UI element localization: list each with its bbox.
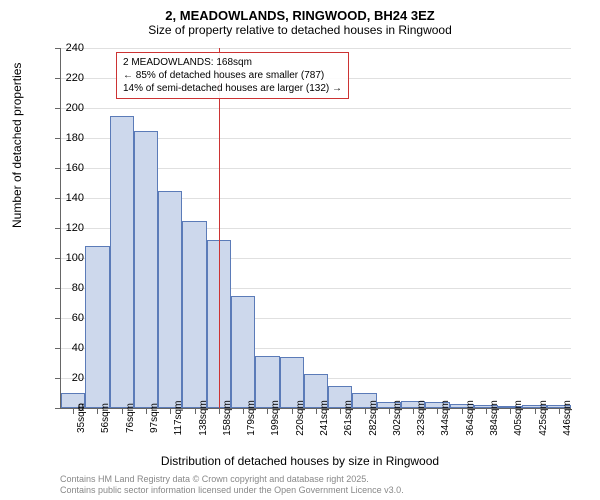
annotation-line: 2 MEADOWLANDS: 168sqm xyxy=(123,56,342,69)
x-tick-label: 220sqm xyxy=(295,400,306,436)
histogram-bar xyxy=(85,246,109,408)
x-tick-label: 282sqm xyxy=(368,400,379,436)
x-tick-label: 179sqm xyxy=(246,400,257,436)
x-tick-label: 302sqm xyxy=(392,400,403,436)
x-tick xyxy=(510,408,511,414)
x-tick xyxy=(219,408,220,414)
y-tick xyxy=(55,108,61,109)
y-tick-label: 60 xyxy=(72,312,84,324)
x-tick xyxy=(122,408,123,414)
annotation-box: 2 MEADOWLANDS: 168sqm← 85% of detached h… xyxy=(116,52,349,99)
x-tick-label: 364sqm xyxy=(465,400,476,436)
y-tick-label: 120 xyxy=(66,222,84,234)
x-tick-label: 261sqm xyxy=(343,400,354,436)
y-tick xyxy=(55,228,61,229)
marker-line xyxy=(219,48,220,408)
x-tick-label: 323sqm xyxy=(416,400,427,436)
y-tick xyxy=(55,198,61,199)
footer-copyright: Contains HM Land Registry data © Crown c… xyxy=(60,474,369,484)
x-tick-label: 446sqm xyxy=(562,400,573,436)
footer-licence: Contains public sector information licen… xyxy=(60,485,404,495)
histogram-bar xyxy=(110,116,134,409)
x-tick xyxy=(243,408,244,414)
histogram-bar xyxy=(158,191,182,409)
chart-container: 2, MEADOWLANDS, RINGWOOD, BH24 3EZ Size … xyxy=(0,0,600,500)
y-tick xyxy=(55,378,61,379)
histogram-bar xyxy=(182,221,206,409)
chart-subtitle: Size of property relative to detached ho… xyxy=(0,23,600,41)
y-tick-label: 140 xyxy=(66,192,84,204)
y-tick xyxy=(55,48,61,49)
y-tick xyxy=(55,78,61,79)
histogram-bar xyxy=(134,131,158,409)
annotation-line: 14% of semi-detached houses are larger (… xyxy=(123,82,342,95)
y-tick xyxy=(55,408,61,409)
x-tick xyxy=(365,408,366,414)
x-tick xyxy=(389,408,390,414)
x-tick xyxy=(559,408,560,414)
y-tick-label: 200 xyxy=(66,102,84,114)
x-tick xyxy=(535,408,536,414)
y-tick-label: 80 xyxy=(72,282,84,294)
x-tick xyxy=(340,408,341,414)
x-tick-label: 384sqm xyxy=(489,400,500,436)
x-tick-label: 56sqm xyxy=(100,403,111,433)
x-tick xyxy=(267,408,268,414)
grid-line xyxy=(61,108,571,109)
plot-area: 2 MEADOWLANDS: 168sqm← 85% of detached h… xyxy=(60,48,571,409)
y-tick xyxy=(55,288,61,289)
x-tick-label: 117sqm xyxy=(173,401,184,436)
y-tick-label: 20 xyxy=(72,372,84,384)
y-tick xyxy=(55,168,61,169)
y-tick xyxy=(55,318,61,319)
x-tick xyxy=(486,408,487,414)
annotation-line: ← 85% of detached houses are smaller (78… xyxy=(123,69,342,82)
x-tick xyxy=(413,408,414,414)
x-tick-label: 425sqm xyxy=(538,400,549,436)
x-tick-label: 405sqm xyxy=(513,400,524,436)
y-tick-label: 100 xyxy=(66,252,84,264)
x-tick-label: 76sqm xyxy=(125,403,136,433)
histogram-bar xyxy=(231,296,255,409)
x-axis-title: Distribution of detached houses by size … xyxy=(0,454,600,468)
x-tick xyxy=(146,408,147,414)
x-tick-label: 344sqm xyxy=(440,400,451,436)
x-tick-label: 199sqm xyxy=(270,400,281,436)
y-tick-label: 180 xyxy=(66,132,84,144)
y-axis-title: Number of detached properties xyxy=(10,63,24,228)
y-tick-label: 240 xyxy=(66,42,84,54)
x-tick xyxy=(437,408,438,414)
x-tick xyxy=(73,408,74,414)
x-tick xyxy=(462,408,463,414)
x-tick-label: 138sqm xyxy=(198,400,209,436)
x-tick xyxy=(170,408,171,414)
x-tick-label: 158sqm xyxy=(222,400,233,436)
x-tick xyxy=(97,408,98,414)
y-tick xyxy=(55,348,61,349)
x-tick xyxy=(316,408,317,414)
y-tick xyxy=(55,258,61,259)
y-tick xyxy=(55,138,61,139)
y-tick-label: 220 xyxy=(66,72,84,84)
x-tick-label: 241sqm xyxy=(319,400,330,436)
grid-line xyxy=(61,48,571,49)
x-tick-label: 97sqm xyxy=(149,403,160,433)
y-tick-label: 160 xyxy=(66,162,84,174)
y-tick-label: 40 xyxy=(72,342,84,354)
x-tick xyxy=(195,408,196,414)
chart-title: 2, MEADOWLANDS, RINGWOOD, BH24 3EZ xyxy=(0,0,600,23)
x-tick xyxy=(292,408,293,414)
x-tick-label: 35sqm xyxy=(76,403,87,433)
